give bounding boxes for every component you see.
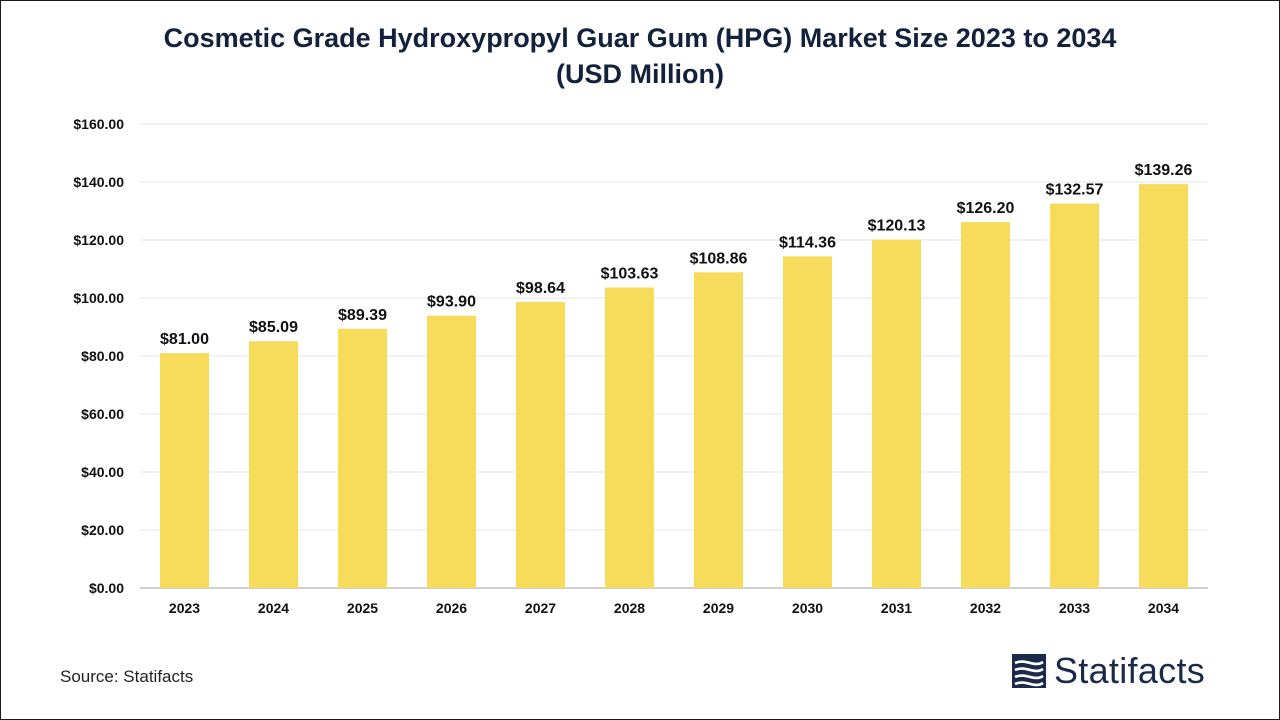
x-tick-label: 2026 <box>436 600 467 616</box>
y-tick-label: $80.00 <box>81 348 124 364</box>
bar <box>338 328 387 588</box>
data-label: $126.20 <box>957 200 1015 217</box>
data-label: $89.39 <box>338 307 387 324</box>
data-label: $93.90 <box>427 294 476 311</box>
x-tick-label: 2023 <box>169 600 200 616</box>
source-note: Source: Statifacts <box>60 667 194 686</box>
bar <box>783 256 832 588</box>
y-tick-label: $100.00 <box>73 290 124 306</box>
brand-name: Statifacts <box>1054 650 1206 691</box>
bar <box>694 272 743 588</box>
bar <box>160 353 209 588</box>
x-tick-label: 2034 <box>1148 600 1179 616</box>
x-tick-label: 2027 <box>525 600 556 616</box>
data-label: $98.64 <box>516 280 565 297</box>
y-tick-label: $60.00 <box>81 406 124 422</box>
bar <box>516 301 565 588</box>
bar <box>605 287 654 588</box>
data-label: $85.09 <box>249 319 298 336</box>
x-tick-label: 2031 <box>881 600 912 616</box>
y-tick-label: $0.00 <box>89 580 124 596</box>
data-label: $120.13 <box>868 218 926 235</box>
x-tick-label: 2028 <box>614 600 645 616</box>
brand-logo: Statifacts <box>1012 650 1205 692</box>
bar <box>1050 203 1099 588</box>
y-tick-label: $40.00 <box>81 464 124 480</box>
data-label: $81.00 <box>160 331 209 348</box>
bar <box>961 222 1010 588</box>
data-label: $132.57 <box>1046 182 1104 199</box>
bar <box>1139 184 1188 588</box>
x-tick-label: 2032 <box>970 600 1001 616</box>
x-tick-label: 2029 <box>703 600 734 616</box>
bar <box>872 239 921 589</box>
data-label: $103.63 <box>601 265 659 282</box>
x-tick-label: 2030 <box>792 600 823 616</box>
statifacts-logo-icon <box>1012 654 1046 688</box>
data-label: $114.36 <box>779 234 836 251</box>
chart-title: Cosmetic Grade Hydroxypropyl Guar Gum (H… <box>163 23 1117 89</box>
bar <box>249 341 298 588</box>
y-tick-label: $160.00 <box>73 116 124 132</box>
y-tick-label: $20.00 <box>81 522 124 538</box>
y-tick-label: $140.00 <box>73 174 124 190</box>
x-tick-label: 2024 <box>258 600 289 616</box>
bar <box>427 315 476 588</box>
x-tick-label: 2025 <box>347 600 378 616</box>
x-tick-label: 2033 <box>1059 600 1090 616</box>
data-label: $139.26 <box>1135 162 1193 179</box>
data-label: $108.86 <box>690 250 748 267</box>
y-tick-label: $120.00 <box>73 232 124 248</box>
